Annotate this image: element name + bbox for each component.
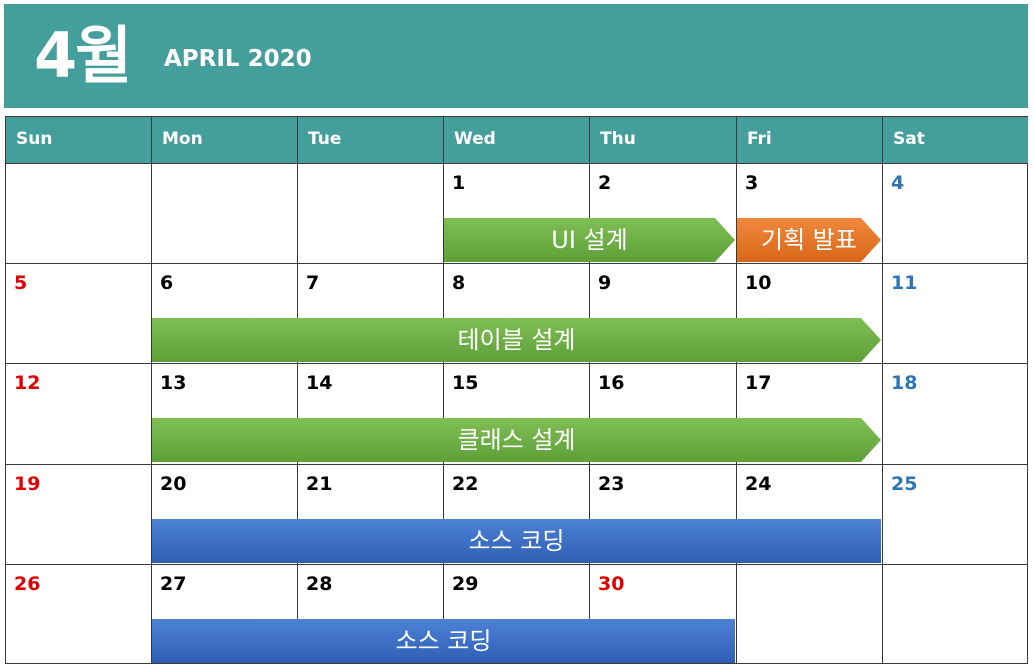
day-cell[interactable]: 2 bbox=[589, 163, 736, 263]
day-number: 4 bbox=[891, 172, 905, 194]
day-number: 30 bbox=[598, 573, 625, 595]
day-number: 10 bbox=[745, 272, 772, 294]
weekday-header-tue: Tue bbox=[297, 116, 443, 163]
day-number: 3 bbox=[745, 172, 759, 194]
day-cell[interactable]: 6 bbox=[151, 263, 297, 363]
day-cell[interactable] bbox=[297, 163, 443, 263]
day-cell[interactable]: 24 bbox=[736, 464, 882, 564]
day-number: 21 bbox=[306, 473, 333, 495]
event-bar[interactable]: 클래스 설계 bbox=[152, 418, 881, 462]
day-number: 15 bbox=[452, 372, 479, 394]
day-number: 2 bbox=[598, 172, 612, 194]
day-cell[interactable] bbox=[882, 564, 1028, 664]
day-cell[interactable]: 12 bbox=[5, 363, 151, 464]
day-number: 16 bbox=[598, 372, 625, 394]
day-number: 14 bbox=[306, 372, 333, 394]
day-cell[interactable]: 11 bbox=[882, 263, 1028, 363]
weekday-header-sun: Sun bbox=[5, 116, 151, 163]
day-cell[interactable]: 14 bbox=[297, 363, 443, 464]
weekday-header-sat: Sat bbox=[882, 116, 1028, 163]
event-bar[interactable]: 소스 코딩 bbox=[152, 519, 881, 563]
day-number: 5 bbox=[14, 272, 28, 294]
day-cell[interactable]: 20 bbox=[151, 464, 297, 564]
day-cell[interactable] bbox=[5, 163, 151, 263]
day-cell[interactable]: 29 bbox=[443, 564, 589, 664]
day-cell[interactable]: 5 bbox=[5, 263, 151, 363]
day-cell[interactable]: 4 bbox=[882, 163, 1028, 263]
month-korean-title: 4월 bbox=[34, 19, 132, 92]
day-cell[interactable]: 17 bbox=[736, 363, 882, 464]
day-number: 17 bbox=[745, 372, 772, 394]
day-cell[interactable]: 23 bbox=[589, 464, 736, 564]
day-cell[interactable]: 28 bbox=[297, 564, 443, 664]
day-number: 22 bbox=[452, 473, 479, 495]
event-bar[interactable]: 기획 발표 bbox=[737, 218, 881, 262]
day-number: 19 bbox=[14, 473, 41, 495]
day-cell[interactable]: 25 bbox=[882, 464, 1028, 564]
day-number: 23 bbox=[598, 473, 625, 495]
day-number: 27 bbox=[160, 573, 187, 595]
day-cell[interactable]: 18 bbox=[882, 363, 1028, 464]
day-number: 28 bbox=[306, 573, 333, 595]
day-cell[interactable]: 16 bbox=[589, 363, 736, 464]
month-english-title: APRIL 2020 bbox=[164, 46, 312, 72]
day-cell[interactable]: 13 bbox=[151, 363, 297, 464]
event-bar[interactable]: 소스 코딩 bbox=[152, 619, 735, 663]
day-cell[interactable]: 8 bbox=[443, 263, 589, 363]
weekday-header-fri: Fri bbox=[736, 116, 882, 163]
day-cell[interactable]: 9 bbox=[589, 263, 736, 363]
day-cell[interactable]: 22 bbox=[443, 464, 589, 564]
day-number: 24 bbox=[745, 473, 772, 495]
day-number: 6 bbox=[160, 272, 174, 294]
day-cell[interactable]: 7 bbox=[297, 263, 443, 363]
day-cell[interactable]: 27 bbox=[151, 564, 297, 664]
day-cell[interactable]: 1 bbox=[443, 163, 589, 263]
day-cell[interactable]: 30 bbox=[589, 564, 736, 664]
day-number: 9 bbox=[598, 272, 612, 294]
weekday-header-wed: Wed bbox=[443, 116, 589, 163]
day-cell[interactable]: 19 bbox=[5, 464, 151, 564]
day-number: 13 bbox=[160, 372, 187, 394]
calendar-banner: 4월 APRIL 2020 bbox=[4, 4, 1028, 108]
day-number: 11 bbox=[891, 272, 918, 294]
weekday-header-thu: Thu bbox=[589, 116, 736, 163]
day-number: 26 bbox=[14, 573, 41, 595]
day-number: 29 bbox=[452, 573, 479, 595]
event-bar[interactable]: 테이블 설계 bbox=[152, 318, 881, 362]
day-cell[interactable] bbox=[151, 163, 297, 263]
day-number: 25 bbox=[891, 473, 918, 495]
event-bar[interactable]: UI 설계 bbox=[444, 218, 735, 262]
day-number: 18 bbox=[891, 372, 918, 394]
day-cell[interactable] bbox=[736, 564, 882, 664]
day-number: 1 bbox=[452, 172, 466, 194]
day-cell[interactable]: 3 bbox=[736, 163, 882, 263]
day-cell[interactable]: 10 bbox=[736, 263, 882, 363]
day-number: 7 bbox=[306, 272, 320, 294]
day-cell[interactable]: 15 bbox=[443, 363, 589, 464]
day-cell[interactable]: 26 bbox=[5, 564, 151, 664]
day-number: 12 bbox=[14, 372, 41, 394]
weekday-header-mon: Mon bbox=[151, 116, 297, 163]
day-number: 8 bbox=[452, 272, 466, 294]
day-cell[interactable]: 21 bbox=[297, 464, 443, 564]
day-number: 20 bbox=[160, 473, 187, 495]
